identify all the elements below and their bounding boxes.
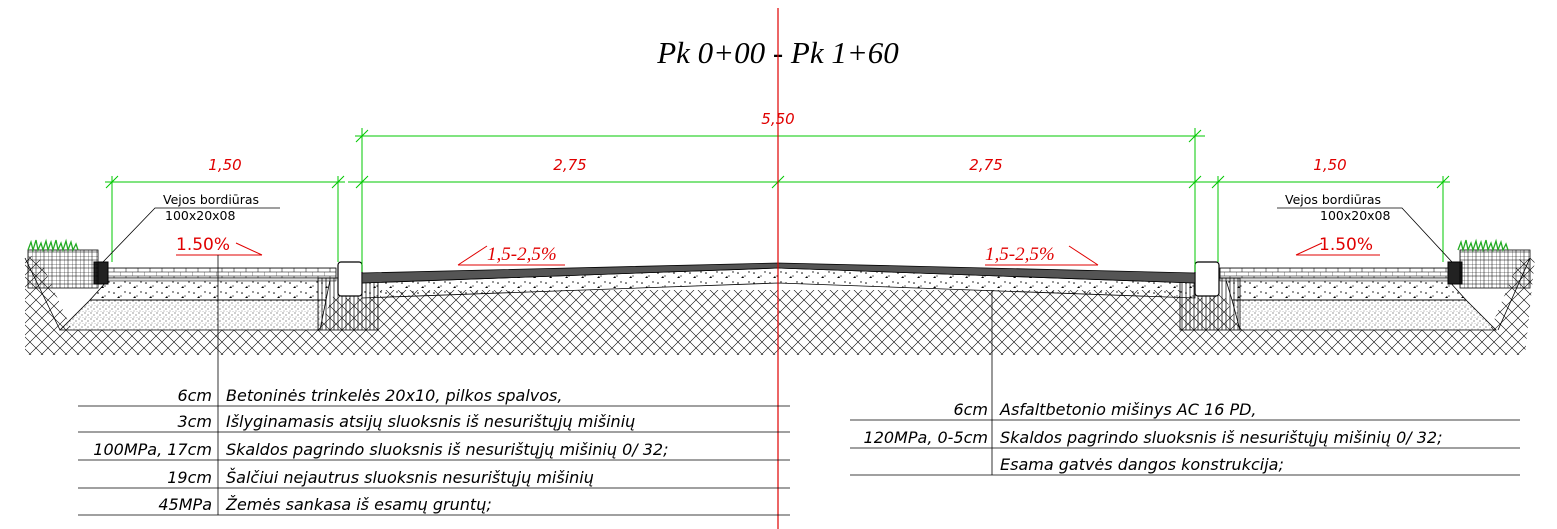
- right-sidewalk-structure: [1179, 249, 1531, 331]
- curb-note-left-size: 100x20x08: [165, 208, 236, 223]
- dim-side-right: 1,50: [1313, 156, 1346, 174]
- slope-side-left: 1.50%: [176, 235, 230, 255]
- slope-road-left: 1,5-2,5%: [487, 244, 557, 265]
- layer-left-desc-5: Žemės sankasa iš esamų gruntų;: [225, 495, 492, 514]
- curb-note-left-name: Vejos bordiūras: [163, 192, 259, 207]
- left-sidewalk-structure: [27, 249, 379, 331]
- grass-icon: [27, 238, 1509, 253]
- layer-right-spec-2: 120MPa, 0-5cm: [864, 428, 988, 447]
- layer-left-desc-2: Išlyginamasis atsijų sluoksnis iš nesuri…: [226, 412, 635, 431]
- layer-right-desc-2: Skaldos pagrindo sluoksnis iš nesurištųj…: [1000, 428, 1442, 447]
- dim-lane-left: 2,75: [553, 156, 586, 174]
- layer-left-spec-4: 19cm: [167, 468, 212, 487]
- layer-left-spec-3: 100MPa, 17cm: [93, 440, 212, 459]
- dim-lane-right: 2,75: [969, 156, 1002, 174]
- slope-arrow-icon: [176, 242, 1380, 266]
- curb-note-right-name: Vejos bordiūras: [1285, 192, 1381, 207]
- slope-road-right: 1,5-2,5%: [985, 244, 1055, 265]
- layer-left-desc-3: Skaldos pagrindo sluoksnis iš nesurištųj…: [226, 440, 668, 459]
- layer-table-left: [78, 405, 790, 516]
- layer-left-spec-2: 3cm: [177, 412, 212, 431]
- dim-total: 5,50: [761, 110, 794, 128]
- slope-side-right: 1.50%: [1319, 235, 1373, 255]
- layer-left-spec-5: 45MPa: [158, 495, 212, 514]
- layer-left-spec-1: 6cm: [177, 386, 212, 405]
- layer-table-right: [850, 419, 1520, 476]
- layer-left-desc-4: Šalčiui nejautrus sluoksnis nesurištųjų …: [226, 468, 594, 487]
- layer-right-desc-3: Esama gatvės dangos konstrukcija;: [1000, 455, 1284, 474]
- curb-note-right-size: 100x20x08: [1320, 208, 1391, 223]
- layer-right-desc-1: Asfaltbetonio mišinys AC 16 PD,: [999, 400, 1257, 419]
- curb-leader-lines: [102, 207, 1453, 263]
- layer-left-desc-1: Betoninės trinkelės 20x10, pilkos spalvo…: [226, 386, 562, 405]
- dim-side-left: 1,50: [208, 156, 241, 174]
- layer-right-spec-1: 6cm: [953, 400, 988, 419]
